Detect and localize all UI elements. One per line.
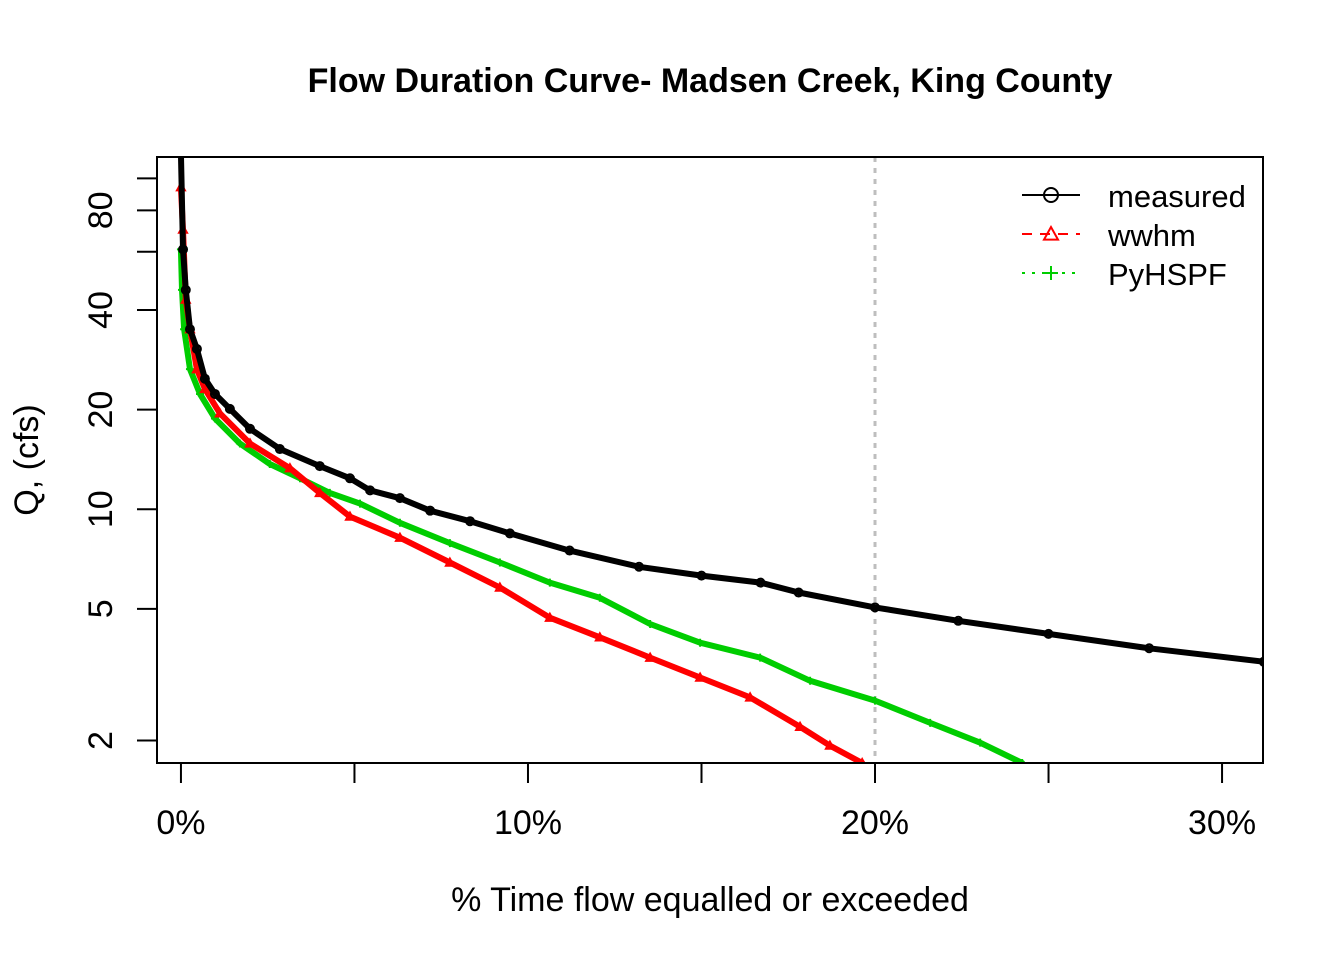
data-point-measured	[564, 545, 575, 556]
data-point-wwhm	[594, 631, 606, 642]
series-line-wwhm	[177, 184, 866, 763]
data-point-wwhm	[191, 363, 203, 374]
data-point-pyhspf	[696, 638, 705, 647]
data-point-measured	[245, 423, 256, 434]
data-point-measured	[870, 602, 881, 613]
data-point-measured	[180, 284, 191, 295]
data-point-measured	[1144, 643, 1155, 654]
x-axis-label: % Time flow equalled or exceeded	[451, 881, 969, 919]
series-measured	[178, 157, 1263, 667]
data-point-pyhspf	[495, 558, 504, 567]
data-point-wwhm	[744, 691, 756, 702]
data-point-pyhspf	[265, 459, 274, 468]
data-point-measured	[755, 577, 766, 588]
legend-label-pyhspf: PyHSPF	[1108, 257, 1227, 292]
data-point-pyhspf	[445, 539, 454, 548]
data-point-measured	[504, 528, 515, 539]
y-tick-label: 40	[82, 291, 120, 329]
data-point-pyhspf	[545, 578, 554, 587]
x-tick-label: 20%	[841, 804, 909, 842]
y-axis: 2 5 10 20 40 80	[82, 177, 157, 750]
data-point-pyhspf	[806, 676, 815, 685]
data-point-pyhspf	[756, 653, 765, 662]
data-point-wwhm	[444, 556, 456, 567]
data-point-wwhm	[544, 611, 556, 622]
data-point-wwhm	[244, 437, 256, 448]
plot-frame	[156, 156, 1264, 764]
data-point-measured	[344, 473, 355, 484]
data-point-wwhm	[824, 739, 836, 750]
data-point-measured	[793, 587, 804, 598]
legend-label-measured: measured	[1108, 179, 1246, 214]
data-point-pyhspf	[235, 439, 244, 448]
x-axis: 0% 10% 20% 30%	[156, 763, 1256, 842]
data-point-wwhm	[644, 651, 656, 662]
series-line-measured	[178, 157, 1263, 665]
series-line-pyhspf	[177, 246, 1026, 763]
data-point-measured	[634, 561, 645, 572]
data-point-wwhm	[284, 462, 296, 473]
data-point-measured	[465, 516, 476, 527]
data-point-measured	[314, 461, 325, 472]
data-point-wwhm	[199, 382, 211, 394]
data-point-pyhspf	[185, 365, 194, 374]
legend-circle-icon	[1043, 187, 1059, 203]
series-pyhspf	[176, 245, 1027, 763]
data-point-measured	[178, 244, 189, 255]
data-point-measured	[1043, 628, 1054, 639]
data-point-wwhm	[394, 531, 406, 542]
data-point-measured	[425, 505, 436, 516]
legend-plus-icon	[1044, 266, 1058, 280]
data-point-pyhspf	[926, 718, 935, 727]
legend-label-wwhm: wwhm	[1107, 218, 1196, 253]
x-tick-label: 30%	[1188, 804, 1256, 842]
data-point-measured	[953, 615, 964, 626]
data-point-pyhspf	[395, 518, 404, 527]
data-point-pyhspf	[356, 499, 365, 508]
data-point-measured	[209, 388, 220, 399]
data-point-pyhspf	[646, 619, 655, 628]
data-point-pyhspf	[976, 738, 985, 747]
y-tick-label: 80	[82, 191, 120, 229]
legend-triangle-icon	[1042, 224, 1060, 241]
x-tick-label: 10%	[494, 804, 562, 842]
series-layer	[175, 157, 1263, 763]
y-tick-label: 2	[82, 731, 120, 750]
y-tick-label: 20	[82, 391, 120, 429]
data-point-measured	[696, 570, 707, 581]
data-point-wwhm	[214, 407, 226, 418]
data-point-pyhspf	[325, 488, 334, 497]
data-point-wwhm	[794, 720, 806, 731]
data-point-wwhm	[694, 671, 706, 682]
data-point-measured	[184, 324, 195, 335]
data-point-wwhm	[494, 581, 506, 592]
data-point-measured	[365, 485, 376, 496]
y-axis-label: Q, (cfs)	[8, 404, 46, 515]
data-point-measured	[191, 343, 202, 354]
data-point-measured	[1258, 656, 1263, 667]
data-point-measured	[224, 403, 235, 414]
x-tick-label: 0%	[156, 804, 205, 842]
data-point-pyhspf	[595, 593, 604, 602]
data-point-wwhm	[344, 510, 356, 521]
data-point-measured	[199, 373, 210, 384]
series-wwhm	[175, 181, 866, 763]
y-tick-label: 10	[82, 490, 120, 528]
data-point-pyhspf	[196, 389, 205, 398]
y-tick-label: 5	[82, 599, 120, 618]
data-point-pyhspf	[871, 696, 880, 705]
data-point-wwhm	[314, 486, 326, 498]
legend: measured wwhm PyHSPF	[1022, 179, 1246, 292]
data-point-measured	[179, 157, 183, 158]
data-point-measured	[274, 444, 285, 455]
data-point-measured	[394, 493, 405, 504]
chart-title: Flow Duration Curve- Madsen Creek, King …	[308, 62, 1113, 100]
data-point-pyhspf	[210, 414, 219, 423]
data-point-pyhspf	[1018, 759, 1027, 763]
